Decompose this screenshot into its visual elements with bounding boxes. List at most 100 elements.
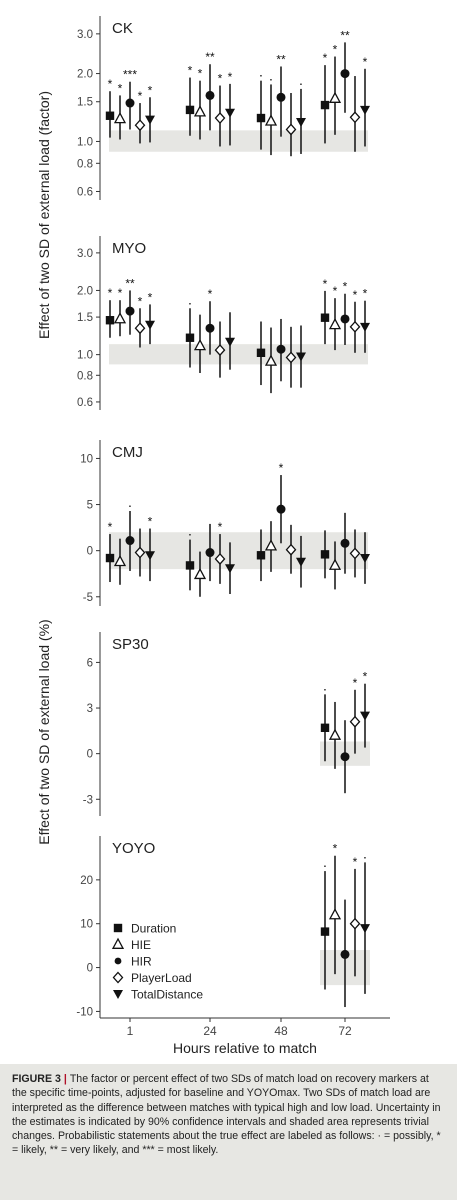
- panel-title: MYO: [112, 240, 146, 257]
- data-point: [214, 112, 226, 125]
- y-tick-label: 2.0: [77, 285, 93, 297]
- data-point: [340, 752, 350, 762]
- significance-label: *: [333, 284, 338, 298]
- legend-label: TotalDistance: [131, 988, 203, 1002]
- y-axis-title-bottom: Effect of two SD of external load (%): [36, 619, 52, 844]
- data-point: [360, 105, 370, 115]
- panel-title: SP30: [112, 636, 149, 653]
- legend-marker: [113, 923, 123, 933]
- y-tick-label: -3: [83, 794, 93, 806]
- data-point: [225, 108, 235, 118]
- y-tick-label: 2.0: [77, 69, 93, 81]
- significance-label: ·: [363, 848, 368, 864]
- significance-label: *: [208, 287, 213, 301]
- panel-title: CK: [112, 20, 133, 37]
- y-tick-label: -5: [83, 592, 93, 604]
- legend-label: HIR: [131, 955, 152, 969]
- significance-label: *: [198, 67, 203, 81]
- data-point: [185, 561, 195, 570]
- data-point: [145, 115, 155, 125]
- y-tick-label: 0.8: [77, 370, 93, 382]
- y-tick-label: 20: [80, 875, 93, 887]
- data-point: [349, 547, 361, 560]
- significance-label: *: [353, 288, 358, 302]
- y-tick-label: 3: [87, 703, 93, 715]
- data-point: [328, 91, 342, 103]
- significance-label: *: [108, 286, 113, 300]
- y-tick-label: 1.5: [77, 97, 93, 109]
- data-point: [193, 338, 207, 351]
- data-point: [134, 322, 146, 335]
- significance-label: **: [125, 276, 135, 290]
- y-tick-label: 0.8: [77, 158, 93, 170]
- data-point: [125, 306, 135, 316]
- data-point: [349, 715, 361, 728]
- data-point: [256, 348, 266, 357]
- data-point: [349, 917, 361, 930]
- y-tick-label: 0: [87, 749, 93, 761]
- data-point: [320, 550, 330, 559]
- significance-label: **: [276, 52, 286, 66]
- y-tick-label: 5: [87, 500, 93, 512]
- legend-label: HIE: [131, 938, 151, 952]
- significance-label: *: [323, 51, 328, 65]
- data-point: [320, 100, 330, 110]
- data-point: [113, 312, 127, 324]
- significance-label: ·: [259, 67, 264, 83]
- significance-label: *: [138, 294, 143, 308]
- significance-label: ·: [128, 497, 133, 513]
- chart-canvas: 0.60.81.01.52.03.0 CK** ·*** ·****** *******…: [36, 16, 390, 1056]
- data-point: [349, 320, 361, 333]
- significance-label: *: [118, 286, 123, 300]
- y-tick-label: 0: [87, 963, 93, 975]
- significance-label: ·: [188, 526, 193, 542]
- significance-label: *: [363, 287, 368, 301]
- data-point: [296, 117, 306, 127]
- significance-label: *: [353, 676, 358, 690]
- y-tick-label: 10: [80, 919, 93, 931]
- data-point: [134, 546, 146, 559]
- significance-label: ·: [323, 857, 328, 873]
- data-point: [225, 337, 235, 347]
- data-point: [276, 504, 286, 514]
- x-axis-title: Hours relative to match: [173, 1040, 317, 1056]
- data-point: [360, 554, 370, 564]
- data-point: [296, 557, 306, 567]
- significance-label: *: [333, 43, 338, 57]
- legend-label: PlayerLoad: [131, 971, 192, 985]
- significance-label: *: [148, 83, 153, 97]
- data-point: [285, 123, 297, 136]
- data-point: [214, 552, 226, 565]
- trivial-band: [109, 130, 368, 152]
- data-point: [185, 333, 195, 342]
- data-point: [328, 558, 342, 570]
- significance-label: **: [205, 50, 215, 64]
- data-point: [328, 908, 342, 920]
- data-point: [105, 111, 115, 120]
- data-point: [328, 317, 342, 330]
- significance-label: *: [228, 70, 233, 84]
- data-point: [360, 322, 370, 332]
- data-point: [193, 567, 207, 580]
- data-point: [320, 723, 330, 733]
- legend-label: Duration: [131, 922, 176, 936]
- x-tick-label: 72: [338, 1024, 352, 1038]
- data-point: [134, 119, 146, 132]
- y-tick-label: -10: [76, 1006, 93, 1018]
- significance-label: ·: [299, 75, 304, 91]
- significance-label: *: [108, 520, 113, 534]
- panel-title: CMJ: [112, 444, 143, 461]
- x-tick-label: 48: [274, 1024, 288, 1038]
- significance-label: *: [363, 55, 368, 69]
- data-point: [360, 711, 370, 721]
- significance-label: *: [218, 520, 223, 534]
- data-point: [125, 98, 135, 108]
- data-point: [145, 551, 155, 561]
- data-point: [256, 551, 266, 560]
- data-point: [340, 538, 350, 548]
- caption-figure-label: FIGURE 3: [12, 1073, 61, 1085]
- figure-caption: FIGURE 3 | The factor or percent effect of…: [0, 1064, 457, 1200]
- significance-label: *: [333, 842, 338, 856]
- significance-label: *: [148, 290, 153, 304]
- data-point: [225, 564, 235, 574]
